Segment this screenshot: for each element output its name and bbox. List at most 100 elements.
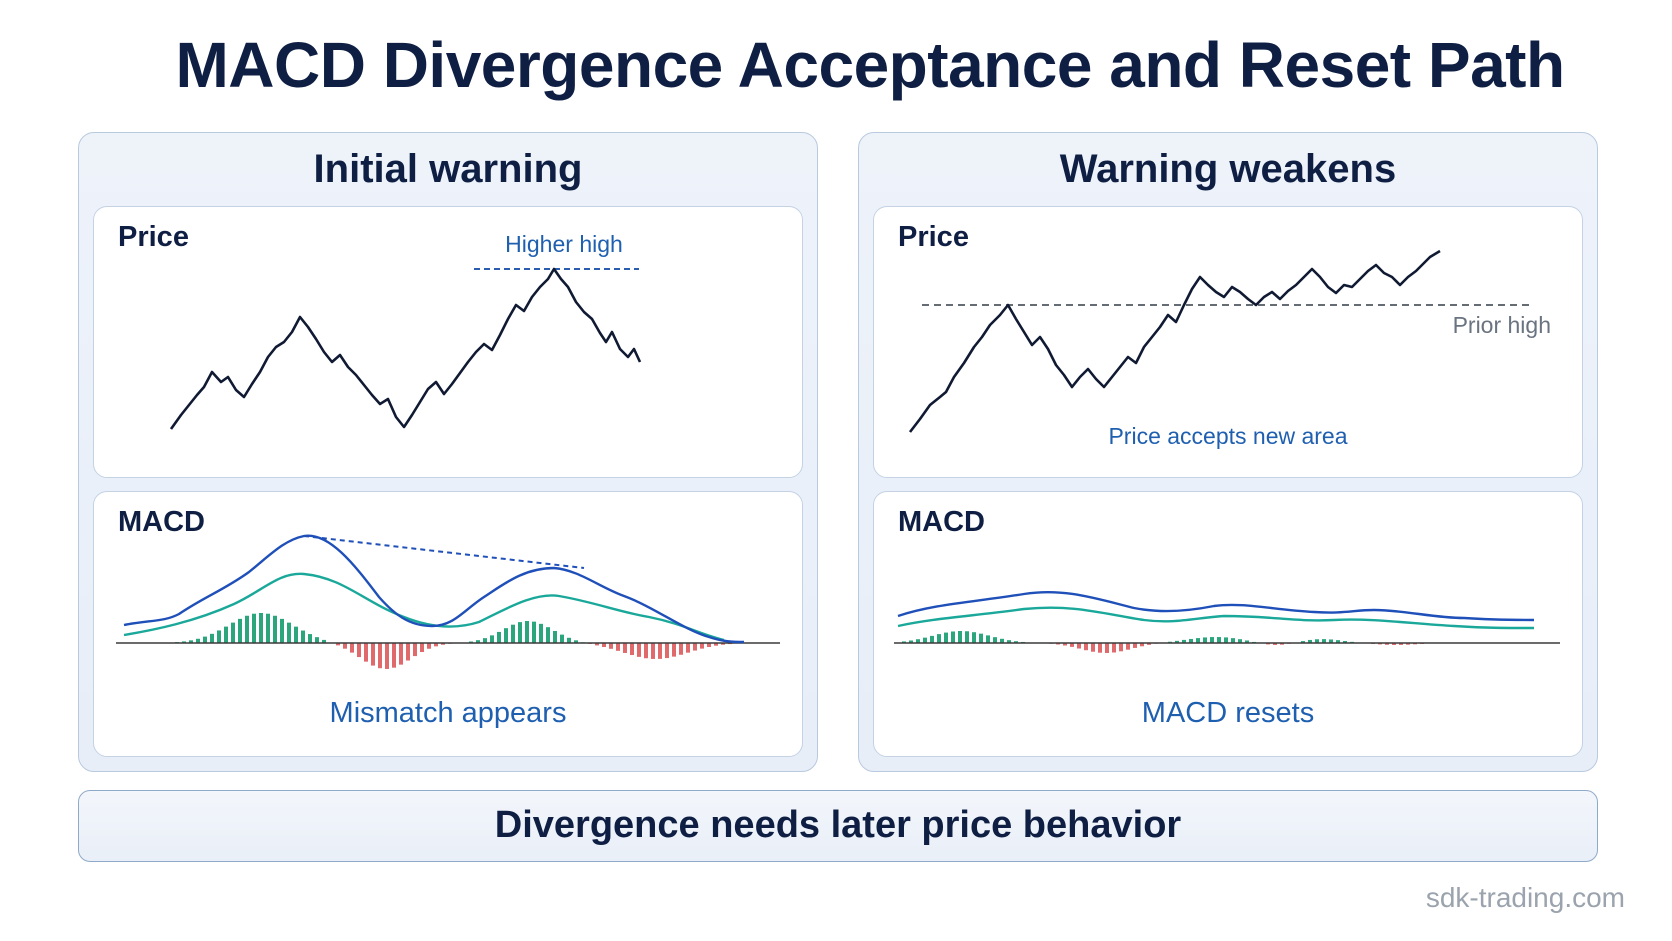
histogram-bar bbox=[567, 637, 571, 643]
price-chart: Prior high bbox=[908, 249, 1551, 433]
histogram-bar bbox=[301, 630, 305, 643]
histogram-bar bbox=[420, 643, 424, 653]
histogram-bar bbox=[1385, 643, 1389, 645]
histogram-bar bbox=[658, 643, 662, 659]
signal-line bbox=[897, 606, 1535, 630]
macd-chart bbox=[116, 534, 780, 669]
histogram-bar bbox=[1315, 639, 1319, 643]
macd-histogram bbox=[902, 631, 1424, 653]
histogram-bar bbox=[1000, 638, 1004, 643]
histogram-bar bbox=[315, 637, 319, 643]
price-label: Price bbox=[118, 221, 189, 253]
histogram-bar bbox=[1273, 643, 1277, 645]
histogram-bar bbox=[916, 639, 920, 643]
histogram-bar bbox=[476, 640, 480, 643]
histogram-bar bbox=[1280, 643, 1284, 645]
histogram-bar bbox=[1308, 639, 1312, 643]
price-card: Price Higher high bbox=[93, 206, 803, 478]
histogram-bar bbox=[343, 643, 347, 649]
histogram-bar bbox=[1224, 637, 1228, 643]
histogram-bar bbox=[203, 636, 207, 643]
price-chart: Higher high bbox=[169, 231, 642, 430]
macd-label: MACD bbox=[118, 506, 205, 538]
histogram-bar bbox=[196, 638, 200, 643]
histogram-bar bbox=[546, 627, 550, 643]
histogram-bar bbox=[693, 643, 697, 651]
histogram-bar bbox=[392, 643, 396, 668]
macd-histogram bbox=[175, 613, 732, 669]
histogram-bar bbox=[1203, 637, 1207, 643]
signal-line bbox=[123, 572, 725, 642]
footer-text: Divergence needs later price behavior bbox=[494, 804, 1182, 846]
histogram-bar bbox=[483, 638, 487, 643]
histogram-bar bbox=[231, 622, 235, 643]
histogram-bar bbox=[266, 613, 270, 643]
histogram-bar bbox=[993, 637, 997, 643]
price-caption: Price accepts new area bbox=[1108, 423, 1348, 449]
histogram-bar bbox=[364, 643, 368, 662]
macd-caption: MACD resets bbox=[1141, 697, 1315, 729]
histogram-bar bbox=[923, 637, 927, 643]
higher-high-note: Higher high bbox=[505, 231, 623, 257]
macd-card: MACD Mismatch appears bbox=[93, 491, 803, 757]
histogram-bar bbox=[350, 643, 354, 653]
histogram-bar bbox=[1238, 639, 1242, 643]
histogram-bar bbox=[1112, 643, 1116, 653]
histogram-bar bbox=[1399, 643, 1403, 645]
histogram-bar bbox=[1070, 643, 1074, 647]
histogram-bar bbox=[637, 643, 641, 657]
histogram-bar bbox=[1336, 640, 1340, 643]
histogram-bar bbox=[189, 640, 193, 643]
histogram-bar bbox=[965, 631, 969, 643]
histogram-bar bbox=[944, 632, 948, 643]
histogram-bar bbox=[616, 643, 620, 651]
histogram-bar bbox=[707, 643, 711, 647]
histogram-bar bbox=[539, 623, 543, 643]
histogram-bar bbox=[245, 615, 249, 643]
histogram-bar bbox=[1301, 641, 1305, 643]
histogram-bar bbox=[1175, 640, 1179, 643]
histogram-bar bbox=[1091, 643, 1095, 652]
histogram-bar bbox=[1322, 639, 1326, 643]
histogram-bar bbox=[651, 643, 655, 659]
initial-warning-panel: Initial warning Price Higher high MACD M… bbox=[78, 132, 818, 772]
histogram-bar bbox=[259, 613, 263, 643]
histogram-bar bbox=[721, 643, 725, 645]
histogram-bar bbox=[902, 641, 906, 643]
histogram-bar bbox=[434, 643, 438, 647]
page-title: MACD Divergence Acceptance and Reset Pat… bbox=[175, 29, 1565, 101]
histogram-bar bbox=[427, 643, 431, 649]
histogram-bar bbox=[287, 622, 291, 643]
histogram-bar bbox=[602, 643, 606, 648]
histogram-bar bbox=[441, 643, 445, 645]
histogram-bar bbox=[490, 635, 494, 643]
footer-box: Divergence needs later price behavior bbox=[78, 790, 1598, 862]
macd-label: MACD bbox=[898, 506, 985, 538]
histogram-bar bbox=[1245, 640, 1249, 643]
histogram-bar bbox=[511, 624, 515, 643]
histogram-bar bbox=[986, 635, 990, 643]
warning-weakens-panel: Warning weakens Price Prior high Price a… bbox=[858, 132, 1598, 772]
histogram-bar bbox=[1007, 640, 1011, 643]
price-label: Price bbox=[898, 221, 969, 253]
histogram-bar bbox=[972, 632, 976, 643]
histogram-bar bbox=[1105, 643, 1109, 653]
histogram-bar bbox=[644, 643, 648, 659]
histogram-bar bbox=[1119, 643, 1123, 652]
panel-title: Initial warning bbox=[313, 147, 583, 191]
histogram-bar bbox=[518, 622, 522, 643]
histogram-bar bbox=[1231, 638, 1235, 643]
histogram-bar bbox=[951, 631, 955, 643]
histogram-bar bbox=[686, 643, 690, 653]
histogram-bar bbox=[1147, 643, 1151, 645]
histogram-bar bbox=[406, 643, 410, 661]
histogram-bar bbox=[336, 643, 340, 646]
histogram-bar bbox=[630, 643, 634, 656]
histogram-bar bbox=[595, 643, 599, 646]
histogram-bar bbox=[930, 635, 934, 643]
histogram-bar bbox=[1126, 643, 1130, 650]
histogram-bar bbox=[672, 643, 676, 657]
histogram-bar bbox=[958, 631, 962, 643]
histogram-bar bbox=[909, 640, 913, 643]
macd-line bbox=[897, 591, 1535, 622]
